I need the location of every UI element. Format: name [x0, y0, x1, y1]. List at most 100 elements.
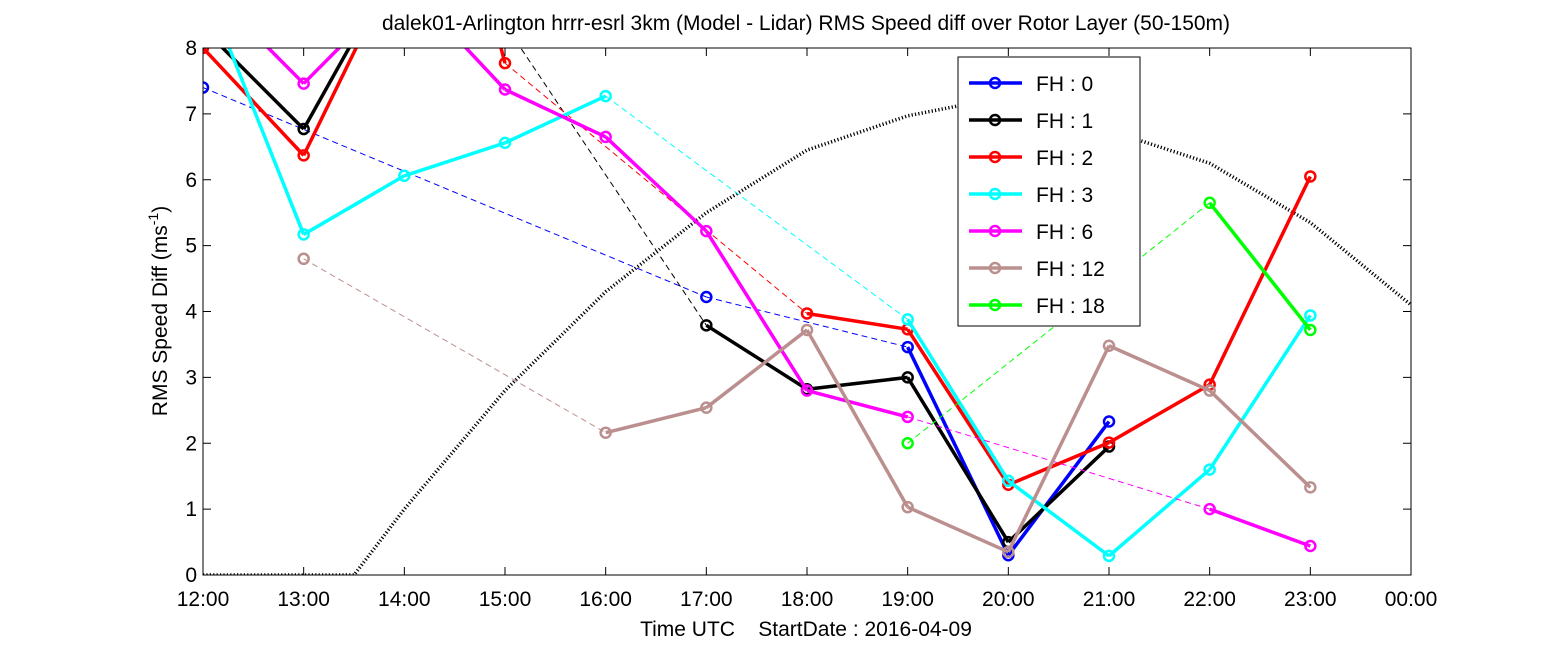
series-line — [1006, 420, 1111, 557]
series-line — [1108, 344, 1211, 393]
series-line — [1208, 389, 1312, 489]
y-tick-label: 8 — [185, 37, 197, 60]
data-point — [1102, 339, 1116, 353]
data-point — [1102, 415, 1116, 428]
series-line — [302, 174, 406, 236]
data-point — [498, 136, 512, 150]
data-point — [498, 83, 512, 96]
data-point — [700, 224, 713, 238]
data-point — [398, 169, 411, 183]
series — [265, 48, 1317, 553]
legend-entry-label: FH : 0 — [1036, 73, 1093, 96]
series-line — [1007, 445, 1111, 544]
y-axis-label-main: RMS Speed Diff (ms — [149, 225, 172, 416]
series-line — [1006, 344, 1111, 553]
data-point — [1304, 481, 1317, 494]
data-point — [297, 252, 310, 266]
y-axis: 0 1 2 3 4 5 6 7 8 — [185, 37, 1411, 587]
series-line — [906, 318, 1010, 482]
data-point — [700, 290, 713, 304]
legend-swatch-marker — [988, 113, 1002, 127]
plot-area — [202, 47, 1412, 576]
data-point — [297, 228, 310, 241]
series-line — [1209, 507, 1311, 548]
x-tick-label: 00:00 — [1385, 588, 1438, 611]
series-line — [265, 48, 305, 85]
legend-swatch-marker — [988, 298, 1002, 312]
series-line — [704, 230, 809, 392]
data-point — [297, 122, 310, 136]
reference-curve — [203, 104, 1411, 575]
data-point — [1102, 549, 1116, 563]
data-point — [901, 340, 914, 354]
series-line — [1007, 440, 1110, 487]
x-tick-label: 13:00 — [277, 588, 330, 611]
x-tick-label: 17:00 — [680, 588, 733, 611]
legend-entry-label: FH : 6 — [1036, 221, 1093, 244]
series-line — [906, 376, 1010, 543]
x-tick-label: 20:00 — [982, 588, 1035, 611]
series-line — [906, 505, 1010, 554]
y-axis-label-exponent: -1 — [145, 213, 161, 226]
x-tick-label: 23:00 — [1284, 588, 1337, 611]
data-point — [498, 56, 512, 70]
legend-swatch-marker — [988, 261, 1002, 275]
legend-swatch-marker — [988, 150, 1002, 164]
data-point — [599, 89, 612, 103]
series-line — [705, 328, 809, 410]
series-line — [220, 48, 305, 131]
plot-background — [203, 48, 1411, 575]
data-point — [1304, 323, 1317, 337]
data-point — [1102, 436, 1116, 449]
x-tick-label: 12:00 — [177, 588, 230, 611]
x-axis-label: Time UTC StartDate : 2016-04-09 — [640, 618, 972, 641]
y-axis-label: RMS Speed Diff (ms-1) — [145, 206, 172, 416]
data-point — [901, 437, 914, 450]
x-tick-label: 16:00 — [579, 588, 632, 611]
series-gap-line — [907, 416, 1210, 510]
series-line — [463, 48, 507, 91]
series-line — [605, 405, 707, 435]
data-point — [700, 319, 713, 332]
series-line — [604, 135, 708, 233]
series-line — [403, 141, 506, 178]
series-line — [906, 346, 1010, 556]
legend-swatch-marker — [988, 187, 1002, 201]
data-point — [800, 384, 814, 397]
series-line — [1007, 479, 1111, 558]
legend-entry-label: FH : 3 — [1036, 184, 1093, 207]
series-line — [227, 48, 306, 236]
x-tick-label: 22:00 — [1183, 588, 1236, 611]
series-line — [906, 328, 1010, 486]
data-point — [1304, 539, 1317, 553]
y-tick-label: 6 — [185, 169, 197, 192]
y-tick-label: 4 — [185, 301, 197, 324]
y-tick-label: 5 — [185, 235, 197, 258]
series-gap-line — [605, 95, 908, 320]
data-point — [599, 130, 612, 144]
legend-entry-label: FH : 1 — [1036, 110, 1093, 133]
legend-entry-label: FH : 18 — [1036, 295, 1105, 318]
data-point — [901, 500, 914, 514]
series-line — [1208, 201, 1312, 332]
data-point — [1203, 384, 1216, 397]
series-line — [806, 311, 908, 332]
series — [227, 48, 1317, 563]
y-tick-label: 1 — [185, 498, 197, 521]
series — [297, 252, 1317, 559]
x-tick-label: 19:00 — [881, 588, 934, 611]
series-gap-line — [504, 62, 808, 314]
data-point — [901, 410, 914, 424]
data-point — [203, 81, 210, 94]
series-gap-line — [303, 258, 606, 434]
legend-box — [957, 56, 1141, 327]
data-point — [1203, 196, 1216, 210]
series-line — [806, 388, 909, 419]
y-tick-label: 3 — [185, 366, 197, 389]
x-tick-label: 21:00 — [1083, 588, 1136, 611]
series-line — [1208, 175, 1312, 386]
data-point — [599, 426, 612, 439]
series-line — [1208, 314, 1312, 471]
x-tick-label: 14:00 — [378, 588, 431, 611]
